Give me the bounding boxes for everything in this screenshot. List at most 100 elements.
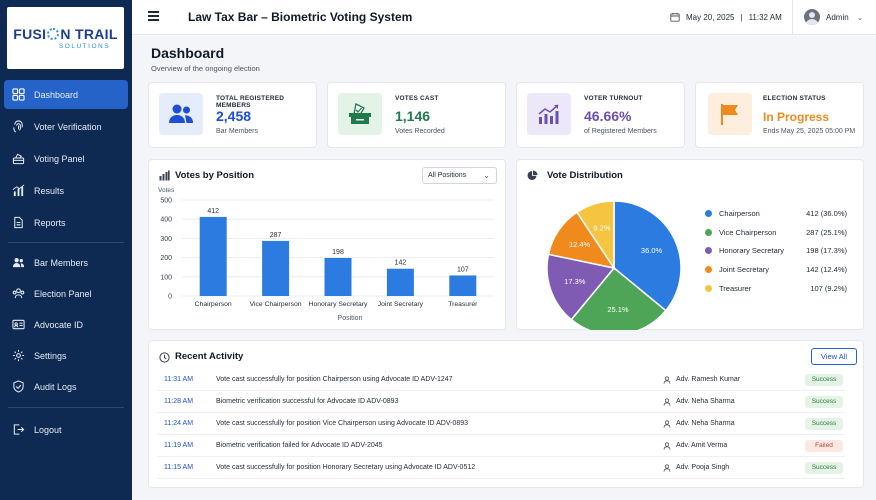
legend-item: Vice Chairperson 287 (25.1%) (705, 228, 847, 237)
stat-value: 46.66% (584, 108, 632, 124)
activity-description: Biometric verification failed for Advoca… (216, 442, 383, 449)
legend-label: Vice Chairperson (719, 227, 777, 237)
clock-icon (159, 352, 170, 363)
chevron-down-icon: ⌄ (856, 12, 864, 22)
ballot-box-icon (349, 103, 371, 124)
legend-item: Joint Secretary 142 (12.4%) (705, 265, 847, 274)
sidebar-item-reports[interactable]: Reports (4, 208, 128, 237)
status-badge: Success (805, 417, 843, 430)
stat-icon-box (338, 93, 382, 135)
stat-card-registered-members: TOTAL REGISTERED MEMBERS 2,458 Bar Membe… (148, 82, 317, 148)
sidebar-item-advocate-id[interactable]: Advocate ID (4, 310, 128, 339)
legend-label: Joint Secretary (719, 265, 770, 275)
stat-label: TOTAL REGISTERED MEMBERS (216, 95, 285, 109)
user-icon (663, 419, 671, 428)
legend-swatch (705, 266, 712, 274)
stat-label: ELECTION STATUS (763, 95, 826, 102)
activity-user-name: Adv. Ramesh Kumar (676, 376, 741, 383)
stat-subtext: Votes Recorded (395, 128, 445, 135)
date-separator: | (740, 12, 743, 22)
activity-description: Vote cast successfully for position Hono… (216, 464, 476, 471)
sidebar-item-label: Bar Members (34, 257, 89, 268)
stat-value: 1,146 (395, 108, 431, 124)
sidebar-item-results[interactable]: Results (4, 176, 128, 205)
gear-icon (12, 349, 25, 362)
x-tick-label: Chairperson (195, 301, 232, 308)
pie-slice-label: 25.1% (607, 305, 629, 314)
pie-chart-icon (527, 170, 538, 180)
avatar (804, 9, 820, 25)
legend-label: Treasurer (719, 283, 752, 293)
user-icon (663, 397, 671, 406)
stat-subtext: Bar Members (216, 128, 259, 135)
logo-text: FUSI (13, 26, 47, 42)
votes-bar-chart: Votes 0 100 200 300 400 500 412 Chairperson 287 Vi… (158, 187, 494, 322)
position-filter-select[interactable]: All Positions ⌄ (422, 167, 497, 184)
user-menu[interactable]: Admin ⌄ (804, 9, 863, 25)
legend-label: Chairperson (719, 209, 760, 218)
users-icon (169, 104, 193, 123)
sidebar-item-dashboard[interactable]: Dashboard (4, 80, 128, 109)
users-icon (12, 258, 25, 268)
sidebar-item-settings[interactable]: Settings (4, 341, 128, 370)
sidebar-item-voter-verification[interactable]: Voter Verification (4, 112, 128, 141)
x-tick-label: Honorary Secretary (309, 301, 369, 308)
vote-distribution-card: Vote Distribution 36.0% 25.1% 17.3% 12.4% 9.… (516, 159, 864, 330)
activity-time: 11:28 AM (164, 398, 194, 405)
sidebar-item-election-panel[interactable]: Election Panel (4, 279, 128, 308)
sidebar-item-label: Results (34, 185, 65, 196)
top-bar: Law Tax Bar – Biometric Voting System Ma… (132, 0, 876, 35)
sidebar-item-label: Election Panel (34, 288, 92, 299)
activity-user-name: Adv. Neha Sharma (676, 398, 735, 405)
y-tick-label: 100 (160, 274, 172, 281)
stat-subtext: of Registered Members (584, 128, 657, 135)
view-all-button[interactable]: View All (811, 348, 857, 365)
status-badge: Success (805, 461, 843, 474)
people-group-icon (12, 288, 25, 299)
status-badge: Failed (805, 439, 843, 452)
activity-description: Vote cast successfully for position Vice… (216, 420, 469, 427)
votes-by-position-card: Votes by Position All Positions ⌄ Votes 0… (148, 159, 506, 330)
bar-chart-icon (12, 184, 25, 197)
activity-row: 11:28 AM Biometric verification successfu… (157, 391, 845, 413)
activity-user-name: Adv. Neha Sharma (676, 420, 735, 427)
legend-item: Treasurer 107 (9.2%) (705, 284, 847, 293)
legend-value: 107 (9.2%) (810, 283, 847, 293)
sidebar-item-label: Reports (34, 217, 66, 228)
activity-row: 11:15 AM Vote cast successfully for posit… (157, 457, 845, 479)
activity-user: Adv. Neha Sharma (663, 397, 735, 406)
recent-activity-card: Recent Activity View All 11:31 AM Vote ca… (148, 340, 864, 488)
sidebar-item-label: Voting Panel (34, 153, 85, 164)
sidebar-item-logout[interactable]: Logout (4, 415, 128, 444)
legend-value: 287 (25.1%) (806, 227, 847, 237)
activity-user-name: Adv. Amit Verma (676, 442, 728, 449)
stat-card-voter-turnout: VOTER TURNOUT 46.66% of Registered Membe… (516, 82, 685, 148)
legend-label: Honorary Secretary (719, 246, 785, 256)
document-icon (14, 216, 23, 229)
ballot-box-icon (12, 153, 25, 165)
pie-slice-label: 36.0% (641, 246, 663, 255)
chevron-down-icon: ⌄ (483, 171, 490, 180)
panel-title: Recent Activity (175, 351, 244, 362)
menu-toggle-icon[interactable] (148, 11, 159, 21)
legend-item: Honorary Secretary 198 (17.3%) (705, 246, 847, 255)
y-tick-label: 0 (168, 294, 172, 301)
activity-user: Adv. Amit Verma (663, 441, 728, 450)
sidebar-item-label: Settings (34, 350, 67, 361)
current-time: 11:32 AM (748, 12, 782, 22)
user-icon (663, 463, 671, 472)
bar-value-label: 142 (395, 260, 407, 267)
activity-user-name: Adv. Pooja Singh (676, 464, 730, 471)
calendar-icon (670, 12, 680, 22)
sidebar-item-audit-logs[interactable]: Audit Logs (4, 372, 128, 401)
sidebar-item-voting-panel[interactable]: Voting Panel (4, 144, 128, 173)
legend-item: Chairperson 412 (36.0%) (705, 209, 847, 218)
legend-swatch (705, 228, 712, 236)
shield-check-icon (13, 380, 24, 393)
stat-label: VOTES CAST (395, 95, 439, 102)
activity-row: 11:24 AM Vote cast successfully for posit… (157, 413, 845, 435)
bar-value-label: 107 (457, 266, 469, 273)
sidebar-nav: Dashboard Voter Verification Voting Pane… (4, 80, 128, 444)
sidebar-item-bar-members[interactable]: Bar Members (4, 248, 128, 277)
current-date: May 20, 2025 (686, 12, 735, 22)
